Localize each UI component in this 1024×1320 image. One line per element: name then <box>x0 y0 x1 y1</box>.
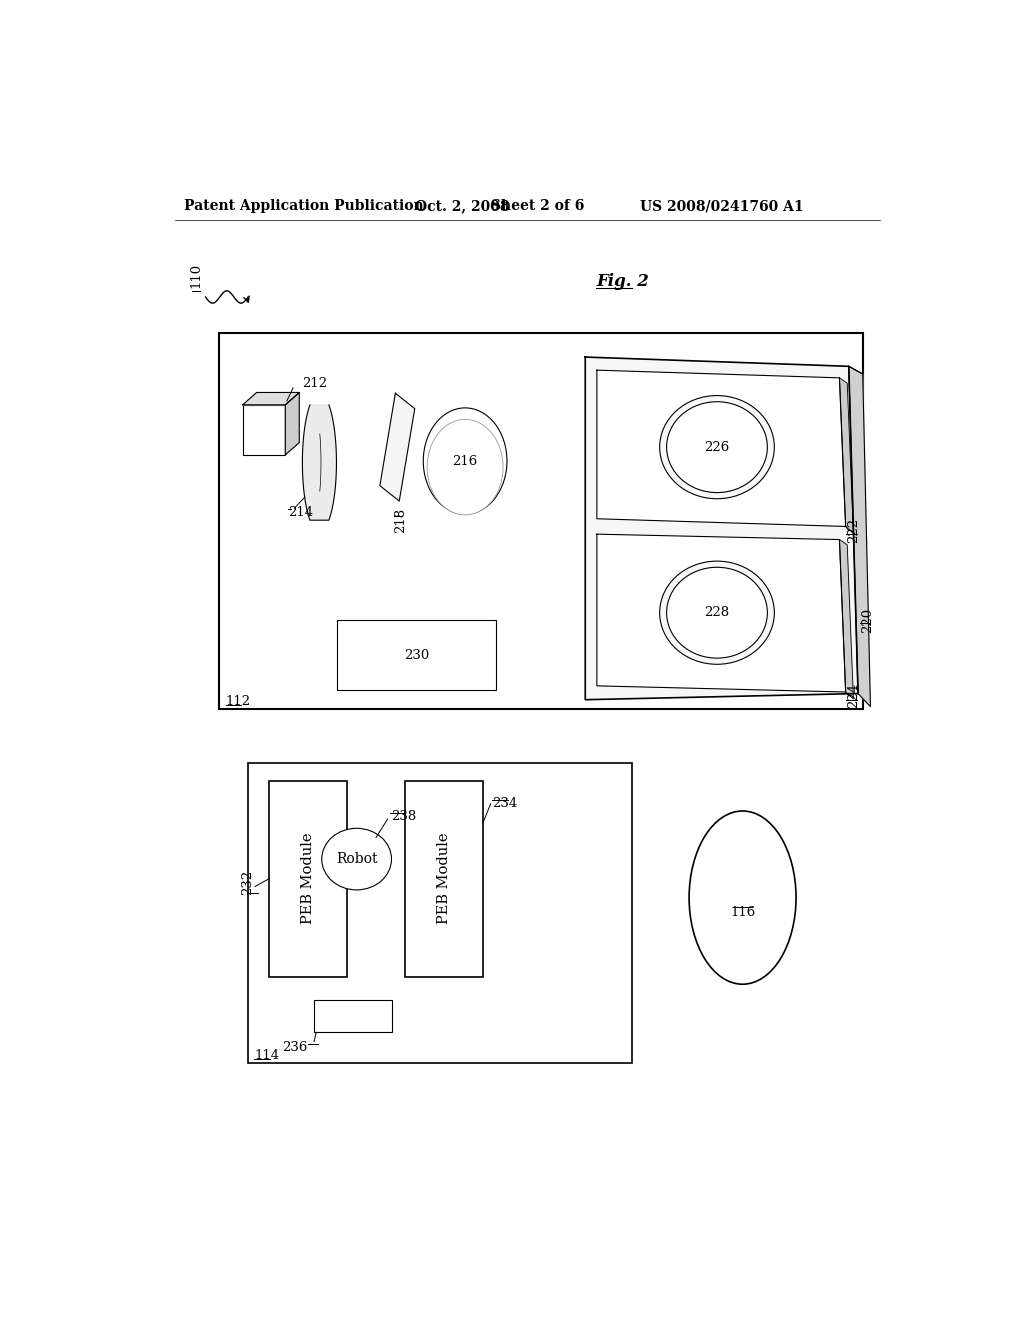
Ellipse shape <box>659 396 774 499</box>
Text: 220: 220 <box>861 607 874 634</box>
Polygon shape <box>286 392 299 455</box>
Bar <box>248 763 632 1063</box>
Ellipse shape <box>427 420 503 515</box>
Text: 214: 214 <box>289 506 313 519</box>
Bar <box>314 1001 391 1032</box>
Text: 226: 226 <box>705 441 730 454</box>
Bar <box>337 620 496 689</box>
Ellipse shape <box>667 568 767 659</box>
Text: 112: 112 <box>225 694 251 708</box>
Text: 236: 236 <box>283 1041 308 1055</box>
Text: Fig. 2: Fig. 2 <box>596 273 649 290</box>
Text: 224: 224 <box>847 684 860 709</box>
Text: 234: 234 <box>493 797 517 810</box>
Text: PEB Module: PEB Module <box>301 833 314 924</box>
Ellipse shape <box>423 408 507 513</box>
Polygon shape <box>597 535 846 692</box>
Polygon shape <box>243 392 299 405</box>
Text: PEB Module: PEB Module <box>437 833 452 924</box>
Polygon shape <box>597 370 846 527</box>
Ellipse shape <box>322 829 391 890</box>
Text: Sheet 2 of 6: Sheet 2 of 6 <box>490 199 584 213</box>
Bar <box>269 780 346 977</box>
Text: 222: 222 <box>847 517 860 543</box>
Polygon shape <box>840 378 853 533</box>
Bar <box>406 780 483 977</box>
Text: 116: 116 <box>730 907 756 920</box>
Polygon shape <box>840 540 853 700</box>
Ellipse shape <box>689 810 796 985</box>
Text: 110: 110 <box>189 263 203 288</box>
Text: 232: 232 <box>241 870 254 895</box>
Text: 114: 114 <box>254 1049 280 1063</box>
Bar <box>243 405 286 455</box>
Text: 212: 212 <box>302 376 328 389</box>
Polygon shape <box>380 393 415 502</box>
Polygon shape <box>586 358 858 700</box>
Ellipse shape <box>667 401 767 492</box>
Text: 216: 216 <box>453 454 478 467</box>
Ellipse shape <box>659 561 774 664</box>
Text: 228: 228 <box>705 606 729 619</box>
Polygon shape <box>849 367 870 706</box>
Text: Robot: Robot <box>336 853 378 866</box>
Text: US 2008/0241760 A1: US 2008/0241760 A1 <box>640 199 803 213</box>
Text: Oct. 2, 2008: Oct. 2, 2008 <box>415 199 509 213</box>
Text: Patent Application Publication: Patent Application Publication <box>183 199 424 213</box>
Polygon shape <box>302 405 337 520</box>
Text: 230: 230 <box>404 648 429 661</box>
Text: 218: 218 <box>394 508 407 533</box>
Text: 238: 238 <box>391 810 417 824</box>
Bar <box>219 333 862 709</box>
